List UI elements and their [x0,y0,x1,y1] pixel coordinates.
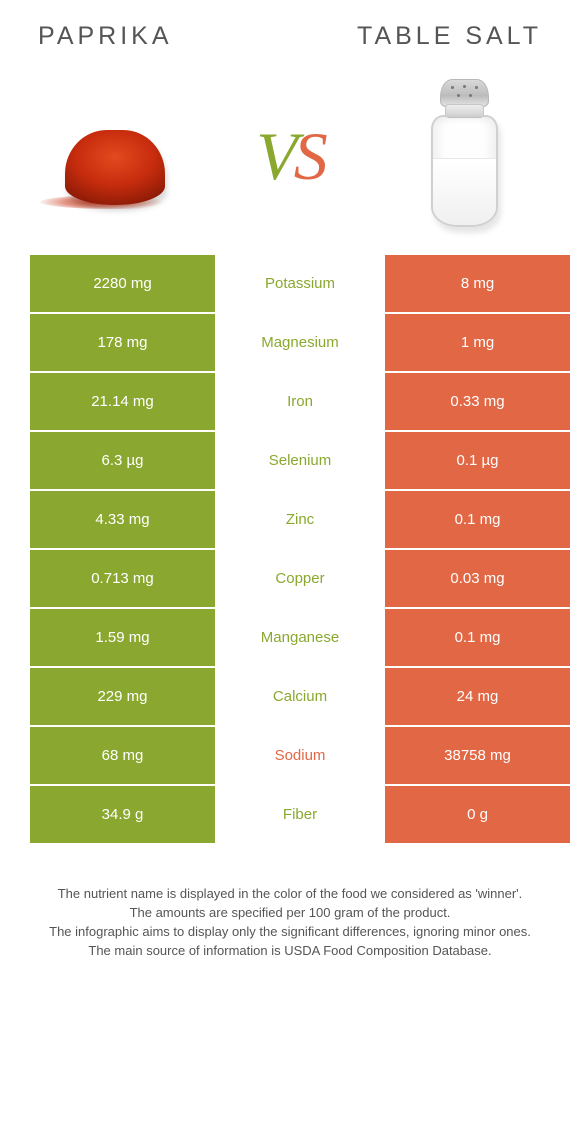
right-value: 0.03 mg [385,550,570,609]
nutrient-label: Iron [215,373,385,432]
table-row: 4.33 mgZinc0.1 mg [30,491,570,550]
left-value: 0.713 mg [30,550,215,609]
nutrient-label: Potassium [215,255,385,314]
left-food-title: PAPRIKA [38,22,173,51]
nutrient-label: Manganese [215,609,385,668]
right-value: 0 g [385,786,570,845]
right-value: 8 mg [385,255,570,314]
right-value: 0.33 mg [385,373,570,432]
table-row: 178 mgMagnesium1 mg [30,314,570,373]
left-value: 6.3 µg [30,432,215,491]
nutrient-label: Selenium [215,432,385,491]
right-value: 38758 mg [385,727,570,786]
footnote-line: The nutrient name is displayed in the co… [38,885,542,904]
table-row: 1.59 mgManganese0.1 mg [30,609,570,668]
left-value: 229 mg [30,668,215,727]
vs-letter-v: V [256,118,294,194]
right-value: 0.1 µg [385,432,570,491]
table-row: 34.9 gFiber0 g [30,786,570,845]
footnote-line: The amounts are specified per 100 gram o… [38,904,542,923]
nutrient-label: Calcium [215,668,385,727]
table-row: 6.3 µgSelenium0.1 µg [30,432,570,491]
left-value: 34.9 g [30,786,215,845]
paprika-image [35,71,195,241]
vs-label: VS [256,122,324,190]
right-value: 0.1 mg [385,491,570,550]
table-row: 68 mgSodium38758 mg [30,727,570,786]
table-row: 21.14 mgIron0.33 mg [30,373,570,432]
images-row: VS [10,61,570,251]
vs-letter-s: S [294,118,324,194]
left-value: 178 mg [30,314,215,373]
nutrient-table: 2280 mgPotassium8 mg178 mgMagnesium1 mg2… [30,255,570,845]
footnotes: The nutrient name is displayed in the co… [10,845,570,984]
nutrient-label: Sodium [215,727,385,786]
footnote-line: The infographic aims to display only the… [38,923,542,942]
table-row: 0.713 mgCopper0.03 mg [30,550,570,609]
left-value: 4.33 mg [30,491,215,550]
infographic-container: PAPRIKA TABLE SALT VS [0,0,580,984]
right-value: 24 mg [385,668,570,727]
nutrient-label: Zinc [215,491,385,550]
left-value: 2280 mg [30,255,215,314]
nutrient-label: Magnesium [215,314,385,373]
left-value: 68 mg [30,727,215,786]
salt-image [385,71,545,241]
right-value: 0.1 mg [385,609,570,668]
left-value: 21.14 mg [30,373,215,432]
right-food-title: TABLE SALT [357,22,542,51]
table-row: 2280 mgPotassium8 mg [30,255,570,314]
footnote-line: The main source of information is USDA F… [38,942,542,961]
nutrient-label: Copper [215,550,385,609]
nutrient-label: Fiber [215,786,385,845]
right-value: 1 mg [385,314,570,373]
header: PAPRIKA TABLE SALT [10,0,570,61]
left-value: 1.59 mg [30,609,215,668]
table-row: 229 mgCalcium24 mg [30,668,570,727]
